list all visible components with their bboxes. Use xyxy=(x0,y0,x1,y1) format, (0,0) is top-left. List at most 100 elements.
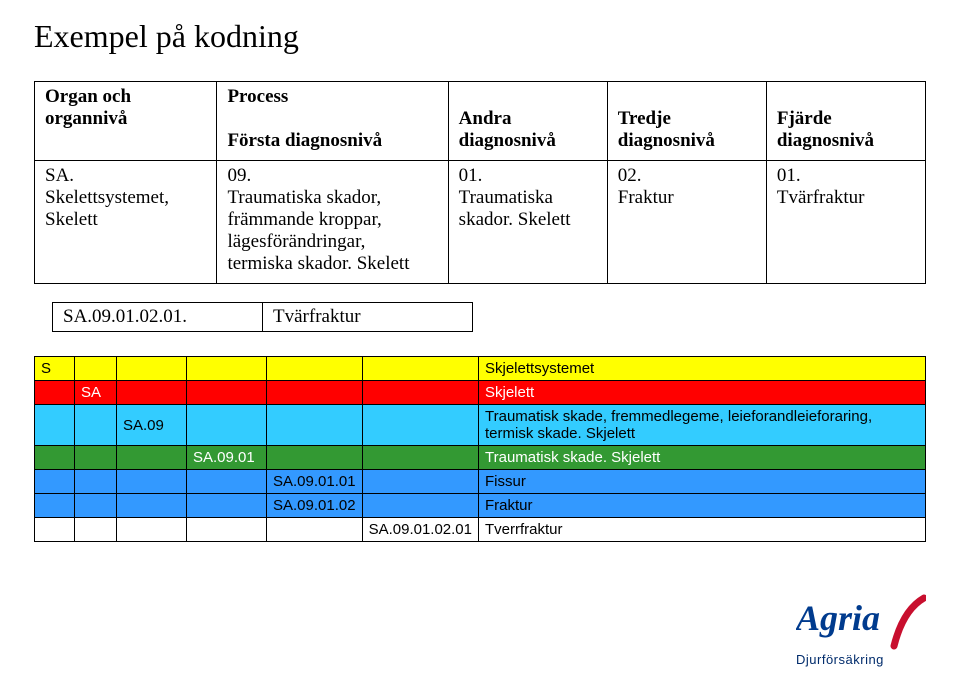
table-cell: SA.09.01.01 xyxy=(267,470,363,494)
table-cell xyxy=(362,405,478,446)
table-cell xyxy=(267,518,363,542)
hierarchy-table: SSkjelettsystemetSA Skjelett SA.09 Traumati… xyxy=(34,356,926,542)
def-hdr-organ-l1: Organ och xyxy=(45,86,131,107)
def-cell-process: 09. Traumatiska skador, främmande kroppa… xyxy=(217,161,448,284)
table-cell xyxy=(267,357,363,381)
table-cell xyxy=(117,381,187,405)
def-hdr-fjarde-l2: diagnosnivå xyxy=(777,130,874,151)
table-cell: SA.09.01.02 xyxy=(267,494,363,518)
table-cell xyxy=(362,357,478,381)
def-hdr-process-l1: Process xyxy=(227,86,288,107)
def-cell-process-l5: termiska skador. Skelett xyxy=(227,253,409,274)
def-hdr-tredje-l2: diagnosnivå xyxy=(618,130,715,151)
def-cell-process-l4: lägesförändringar, xyxy=(227,231,365,252)
def-cell-tredje-l1: 02. xyxy=(618,165,642,186)
def-hdr-andra-l1: Andra xyxy=(459,108,512,129)
def-cell-fjarde: 01. Tvärfraktur xyxy=(766,161,925,284)
table-row: SA Skjelett xyxy=(35,381,926,405)
def-cell-process-l2: Traumatiska skador, xyxy=(227,187,381,208)
code-line-label: Tvärfraktur xyxy=(263,303,473,332)
table-cell xyxy=(117,494,187,518)
def-hdr-organ: Organ och organnivå xyxy=(35,82,217,161)
def-cell-process-l3: främmande kroppar, xyxy=(227,209,381,230)
def-cell-organ-l1: SA. xyxy=(45,165,74,186)
table-cell xyxy=(35,381,75,405)
table-cell: Traumatisk skade. Skjelett xyxy=(479,446,926,470)
table-cell: Skjelett xyxy=(479,381,926,405)
table-row: SA.09.01.01 Fissur xyxy=(35,470,926,494)
brand-logo: Agria Djurförsäkring xyxy=(796,592,926,667)
code-line-code: SA.09.01.02.01. xyxy=(53,303,263,332)
table-cell xyxy=(75,405,117,446)
table-cell xyxy=(187,405,267,446)
table-cell xyxy=(35,518,75,542)
logo-text: Agria xyxy=(796,598,880,638)
table-cell xyxy=(362,470,478,494)
def-hdr-andra: Andra diagnosnivå xyxy=(448,82,607,161)
def-cell-tredje-l2: Fraktur xyxy=(618,187,674,208)
code-line-table: SA.09.01.02.01. Tvärfraktur xyxy=(52,302,473,332)
table-cell: S xyxy=(35,357,75,381)
def-hdr-process-l2: Första diagnosnivå xyxy=(227,130,382,151)
table-cell xyxy=(35,446,75,470)
table-cell xyxy=(75,357,117,381)
page-title: Exempel på kodning xyxy=(34,18,926,55)
table-row: SA.09.01.02.01Tverrfraktur xyxy=(35,518,926,542)
table-cell xyxy=(35,470,75,494)
table-cell xyxy=(187,518,267,542)
table-cell: SA.09.01 xyxy=(187,446,267,470)
def-cell-fjarde-l1: 01. xyxy=(777,165,801,186)
table-cell xyxy=(35,405,75,446)
table-cell xyxy=(117,470,187,494)
table-cell xyxy=(187,470,267,494)
def-cell-organ-l2: Skelettsystemet, xyxy=(45,187,169,208)
logo-arc-icon xyxy=(894,598,924,646)
def-cell-andra-l1: 01. xyxy=(459,165,483,186)
def-hdr-organ-l2: organnivå xyxy=(45,108,127,129)
table-cell: SA xyxy=(75,381,117,405)
table-cell xyxy=(117,446,187,470)
table-cell xyxy=(267,446,363,470)
table-row: SSkjelettsystemet xyxy=(35,357,926,381)
table-cell xyxy=(117,518,187,542)
table-row: SA.09 Traumatisk skade, fremmedlegeme, le… xyxy=(35,405,926,446)
table-cell: SA.09 xyxy=(117,405,187,446)
definition-table: Organ och organnivå Process Första diagn… xyxy=(34,81,926,284)
def-cell-organ: SA. Skelettsystemet, Skelett xyxy=(35,161,217,284)
def-cell-organ-l3: Skelett xyxy=(45,209,98,230)
table-cell: Tverrfraktur xyxy=(479,518,926,542)
table-cell xyxy=(35,494,75,518)
table-cell: SA.09.01.02.01 xyxy=(362,518,478,542)
table-cell xyxy=(267,405,363,446)
code-line-row: SA.09.01.02.01. Tvärfraktur xyxy=(53,303,473,332)
definition-data-row: SA. Skelettsystemet, Skelett 09. Traumat… xyxy=(35,161,926,284)
def-cell-andra-l3: skador. Skelett xyxy=(459,209,571,230)
def-cell-andra: 01. Traumatiska skador. Skelett xyxy=(448,161,607,284)
table-cell xyxy=(75,446,117,470)
def-hdr-tredje-l1: Tredje xyxy=(618,108,671,129)
table-cell: Fissur xyxy=(479,470,926,494)
table-cell xyxy=(75,494,117,518)
def-cell-tredje: 02. Fraktur xyxy=(607,161,766,284)
agria-logo-svg: Agria xyxy=(796,592,926,650)
table-cell xyxy=(75,518,117,542)
logo-subtitle: Djurförsäkring xyxy=(796,652,926,667)
table-cell: Fraktur xyxy=(479,494,926,518)
table-cell xyxy=(117,357,187,381)
table-cell xyxy=(187,357,267,381)
table-cell xyxy=(75,470,117,494)
definition-header-row: Organ och organnivå Process Första diagn… xyxy=(35,82,926,161)
table-cell xyxy=(267,381,363,405)
table-cell: Traumatisk skade, fremmedlegeme, leiefor… xyxy=(479,405,926,446)
table-cell xyxy=(362,381,478,405)
table-row: SA.09.01 Traumatisk skade. Skjelett xyxy=(35,446,926,470)
def-hdr-tredje: Tredje diagnosnivå xyxy=(607,82,766,161)
table-cell xyxy=(362,494,478,518)
def-cell-process-l1: 09. xyxy=(227,165,251,186)
def-cell-andra-l2: Traumatiska xyxy=(459,187,553,208)
table-cell xyxy=(187,381,267,405)
def-hdr-fjarde-l1: Fjärde xyxy=(777,108,832,129)
def-hdr-process: Process Första diagnosnivå xyxy=(217,82,448,161)
def-hdr-andra-l2: diagnosnivå xyxy=(459,130,556,151)
table-row: SA.09.01.02 Fraktur xyxy=(35,494,926,518)
